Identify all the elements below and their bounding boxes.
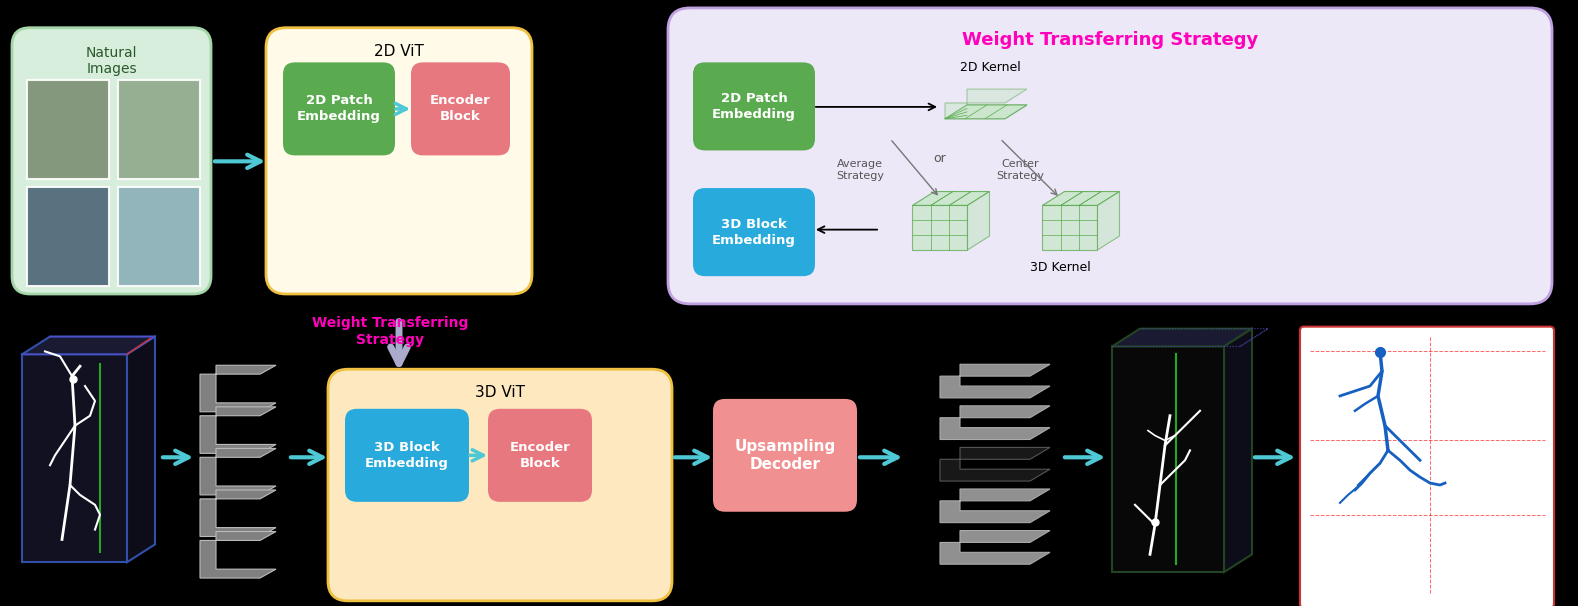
Polygon shape [967, 191, 989, 250]
Polygon shape [200, 448, 276, 495]
Text: Weight Transferring Strategy: Weight Transferring Strategy [963, 30, 1258, 48]
Polygon shape [22, 355, 126, 562]
Text: 3D ViT: 3D ViT [475, 385, 525, 401]
FancyBboxPatch shape [267, 28, 532, 294]
FancyBboxPatch shape [328, 369, 672, 601]
Polygon shape [1225, 328, 1251, 572]
FancyBboxPatch shape [346, 409, 469, 502]
Text: Encoder
Block: Encoder Block [510, 441, 570, 470]
Polygon shape [200, 365, 276, 411]
Text: Upsampling
Decoder: Upsampling Decoder [734, 439, 836, 472]
Text: Center
Strategy: Center Strategy [996, 159, 1045, 181]
Polygon shape [1098, 191, 1119, 250]
FancyBboxPatch shape [488, 409, 592, 502]
Text: Encoder
Block: Encoder Block [431, 95, 491, 124]
Polygon shape [1043, 205, 1098, 250]
Polygon shape [1112, 328, 1251, 347]
Polygon shape [912, 191, 989, 205]
Polygon shape [1043, 191, 1119, 205]
Polygon shape [940, 530, 1049, 564]
FancyBboxPatch shape [27, 187, 109, 286]
Text: 2D Patch
Embedding: 2D Patch Embedding [297, 95, 380, 124]
Polygon shape [200, 490, 276, 536]
Text: 3D Block
Embedding: 3D Block Embedding [712, 218, 795, 247]
Text: 3D Block
Embedding: 3D Block Embedding [365, 441, 448, 470]
FancyBboxPatch shape [13, 28, 211, 294]
Polygon shape [200, 407, 276, 453]
Text: 3D Kernel: 3D Kernel [1029, 261, 1090, 274]
Polygon shape [22, 336, 155, 355]
Polygon shape [945, 89, 1027, 119]
FancyBboxPatch shape [118, 187, 200, 286]
Polygon shape [945, 105, 1027, 119]
Text: 2D Patch
Embedding: 2D Patch Embedding [712, 92, 795, 121]
Polygon shape [940, 489, 1049, 522]
FancyBboxPatch shape [282, 62, 394, 155]
Text: 2D Kernel: 2D Kernel [959, 61, 1021, 74]
FancyBboxPatch shape [1300, 327, 1554, 606]
Text: or: or [934, 152, 947, 165]
FancyBboxPatch shape [410, 62, 510, 155]
Polygon shape [200, 531, 276, 578]
Polygon shape [126, 336, 155, 562]
FancyBboxPatch shape [667, 8, 1553, 304]
Polygon shape [940, 406, 1049, 439]
Polygon shape [940, 364, 1049, 398]
Polygon shape [912, 205, 967, 250]
FancyBboxPatch shape [118, 80, 200, 179]
FancyBboxPatch shape [27, 80, 109, 179]
Polygon shape [1112, 347, 1225, 572]
Text: Weight Transferring
Strategy: Weight Transferring Strategy [312, 316, 469, 347]
Text: Average
Strategy: Average Strategy [836, 159, 884, 181]
FancyBboxPatch shape [713, 399, 857, 511]
Text: Natural
Images: Natural Images [85, 46, 137, 76]
Text: 2D ViT: 2D ViT [374, 44, 424, 59]
FancyBboxPatch shape [693, 62, 814, 150]
Polygon shape [940, 447, 1049, 481]
FancyBboxPatch shape [693, 188, 814, 276]
